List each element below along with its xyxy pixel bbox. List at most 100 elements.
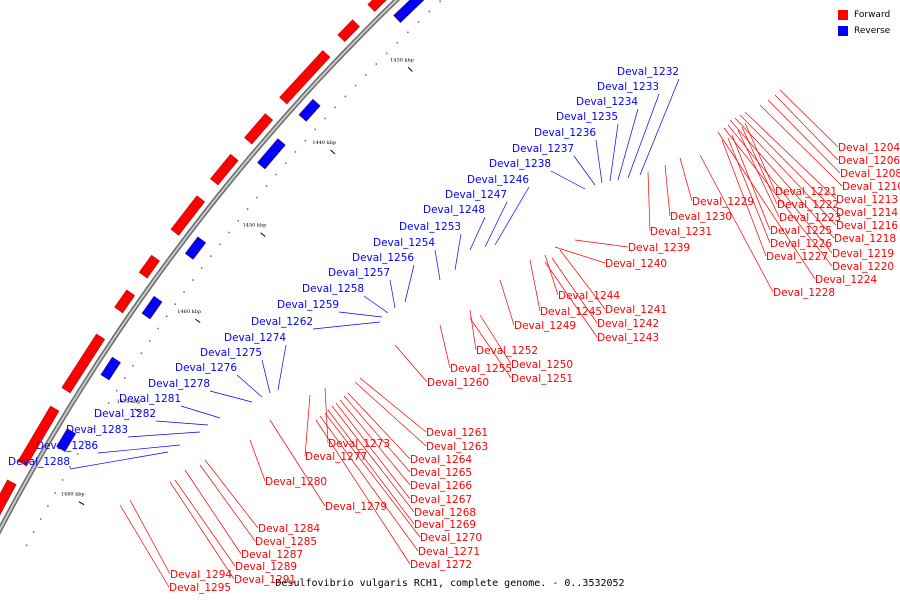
forward-gene — [337, 19, 360, 43]
forward-gene-label: Deval_1243 — [597, 332, 659, 344]
forward-gene-label: Deval_1219 — [832, 248, 894, 260]
reverse-gene-label: Deval_1288 — [8, 456, 70, 468]
forward-gene-label: Deval_1252 — [476, 345, 538, 357]
minor-tick — [107, 402, 110, 404]
forward-swatch — [838, 10, 848, 20]
reverse-leader-line — [236, 374, 263, 398]
forward-gene-label: Deval_1227 — [766, 251, 828, 263]
reverse-gene-label: Deval_1282 — [94, 408, 156, 420]
reverse-leader-line — [573, 155, 596, 186]
minor-tick — [396, 42, 399, 44]
minor-tick — [132, 364, 134, 367]
reverse-leader-line — [261, 359, 271, 394]
forward-leader-line — [119, 504, 170, 588]
forward-leader-line — [723, 127, 833, 267]
legend: Forward Reverse — [838, 8, 900, 40]
forward-gene-label: Deval_1221 — [775, 186, 837, 198]
forward-leader-line — [664, 164, 671, 217]
reverse-gene-label: Deval_1262 — [251, 316, 313, 328]
legend-forward: Forward — [838, 8, 900, 22]
minor-tick — [148, 340, 151, 342]
minor-tick — [304, 139, 307, 142]
legend-reverse: Reverse — [838, 24, 900, 38]
reverse-gene-label: Deval_1256 — [352, 252, 414, 264]
reverse-gene — [184, 236, 207, 260]
forward-leader-line — [354, 381, 427, 447]
reverse-leader-line — [404, 264, 415, 303]
reverse-gene-label: Deval_1234 — [576, 96, 638, 108]
reverse-leader-line — [484, 201, 508, 248]
scale-tick-label: 1430 kbp — [390, 57, 414, 63]
forward-leader-line — [774, 94, 839, 161]
forward-gene-label: Deval_1264 — [410, 454, 472, 466]
forward-gene-label: Deval_1225 — [770, 225, 832, 237]
forward-leader-line — [394, 344, 428, 383]
forward-gene-label: Deval_1261 — [426, 427, 488, 439]
forward-gene — [367, 0, 387, 12]
minor-tick — [219, 243, 221, 246]
forward-gene-label: Deval_1206 — [838, 155, 900, 167]
forward-gene-label: Deval_1228 — [773, 287, 835, 299]
forward-gene-label: Deval_1204 — [838, 142, 900, 154]
forward-gene-label: Deval_1255 — [450, 363, 512, 375]
minor-tick — [140, 352, 143, 354]
forward-gene-label: Deval_1294 — [170, 569, 232, 581]
forward-leader-line — [759, 104, 843, 187]
forward-leader-line — [744, 111, 837, 200]
forward-leader-line — [184, 469, 242, 555]
reverse-leader-line — [550, 170, 586, 190]
minor-tick — [324, 117, 326, 120]
scale-tick-label: 1480 kbp — [61, 492, 85, 498]
scale-tick-label: 1460 kbp — [177, 309, 201, 315]
forward-leader-line — [717, 131, 816, 280]
scale-tick — [260, 232, 266, 237]
minor-tick — [201, 267, 203, 269]
forward-gene-label: Deval_1280 — [265, 476, 327, 488]
forward-leader-line — [249, 439, 266, 482]
reverse-swatch — [838, 26, 848, 36]
reverse-leader-line — [69, 451, 169, 470]
forward-gene-label: Deval_1245 — [540, 306, 602, 318]
reverse-leader-line — [209, 390, 253, 403]
forward-gene-label: Deval_1287 — [241, 549, 303, 561]
minor-tick — [246, 208, 249, 210]
forward-gene-label: Deval_1285 — [255, 536, 317, 548]
minor-tick — [375, 63, 378, 65]
forward-gene-label: Deval_1223 — [779, 212, 841, 224]
forward-leader-line — [727, 137, 771, 244]
forward-leader-line — [737, 129, 780, 218]
minor-tick — [354, 84, 357, 87]
scale-tick-label: 1440 kbp — [312, 140, 336, 146]
forward-leader-line — [731, 134, 771, 231]
forward-leader-line — [544, 261, 598, 338]
reverse-gene-label: Deval_1275 — [200, 347, 262, 359]
reverse-gene-label: Deval_1274 — [224, 332, 286, 344]
minor-tick — [124, 377, 126, 379]
minor-tick — [265, 185, 268, 187]
forward-gene-label: Deval_1241 — [605, 304, 667, 316]
forward-gene-label: Deval_1284 — [258, 523, 320, 535]
forward-leader-line — [544, 254, 559, 296]
forward-leader-line — [174, 479, 236, 567]
forward-gene-label: Deval_1220 — [832, 261, 894, 273]
reverse-gene-label: Deval_1232 — [617, 66, 679, 78]
forward-leader-line — [169, 481, 235, 580]
minor-tick — [385, 52, 388, 55]
forward-leader-line — [315, 419, 411, 565]
forward-leader-line — [529, 259, 541, 312]
forward-gene-label: Deval_1213 — [836, 194, 898, 206]
reverse-label: Reverse — [854, 26, 891, 36]
minor-tick — [228, 231, 230, 234]
minor-tick — [344, 95, 347, 98]
forward-leader-line — [331, 405, 415, 513]
minor-tick — [69, 466, 71, 468]
reverse-leader-line — [595, 139, 603, 184]
minor-tick — [61, 479, 64, 481]
minor-tick — [54, 492, 56, 494]
forward-gene-label: Deval_1268 — [414, 507, 476, 519]
forward-leader-line — [469, 317, 512, 379]
minor-tick — [417, 21, 420, 23]
forward-leader-line — [779, 89, 839, 148]
reverse-gene-label: Deval_1283 — [66, 424, 128, 436]
